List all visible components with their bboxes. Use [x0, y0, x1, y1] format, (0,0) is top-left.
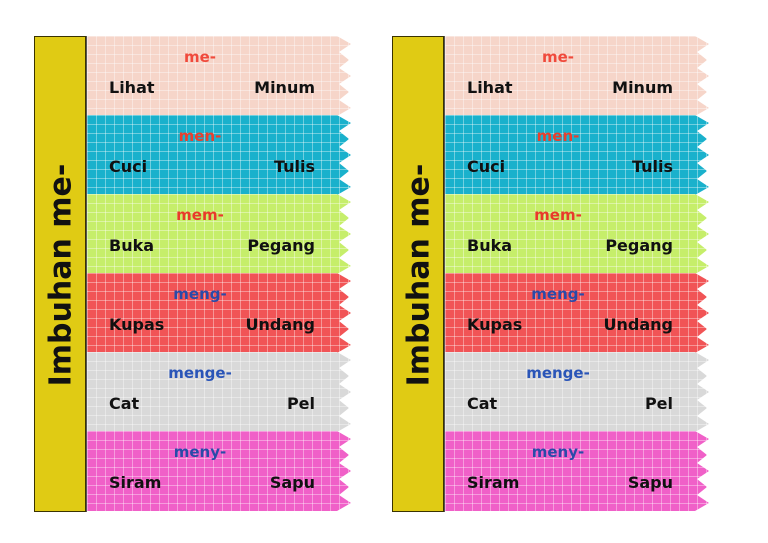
strip-me: me- Lihat Minum	[87, 36, 351, 116]
strip-background	[445, 273, 709, 353]
prefix-label: mem-	[534, 206, 582, 224]
strip-background	[445, 194, 709, 274]
example-word: Lihat	[467, 78, 513, 97]
example-word: Buka	[109, 236, 155, 255]
prefix-label: mem-	[176, 206, 224, 224]
example-word: Pegang	[247, 236, 315, 255]
prefix-label: me-	[183, 48, 217, 66]
card-spine: Imbuhan me-	[392, 36, 444, 512]
example-word: Tulis	[273, 157, 315, 176]
example-word: Lihat	[109, 78, 155, 97]
example-word: Undang	[603, 315, 673, 334]
strip-menge: menge- Cat Pel	[445, 352, 709, 432]
card-title: Imbuhan me-	[401, 163, 437, 387]
example-word: Kupas	[467, 315, 523, 334]
prefix-label: menge-	[526, 364, 590, 382]
affix-card-right: Imbuhan me- me- Lihat Minum men- Cuci Tu…	[392, 36, 709, 512]
example-word: Cat	[467, 394, 498, 413]
example-word: Tulis	[631, 157, 673, 176]
strip-meny: meny- Siram Sapu	[87, 431, 351, 511]
strip-mem: mem- Buka Pegang	[445, 194, 709, 274]
example-word: Sapu	[627, 473, 673, 492]
card-title: Imbuhan me-	[43, 163, 79, 387]
strip-background	[87, 194, 351, 274]
example-word: Siram	[109, 473, 162, 492]
example-word: Minum	[254, 78, 315, 97]
example-word: Cuci	[467, 157, 506, 176]
example-word: Pel	[644, 394, 673, 413]
strip-background	[87, 273, 351, 353]
prefix-label: meny-	[173, 443, 227, 461]
strip-me: me- Lihat Minum	[445, 36, 709, 116]
prefix-label: men-	[178, 127, 222, 145]
strip-background	[445, 115, 709, 195]
prefix-label: me-	[541, 48, 575, 66]
prefix-label: meng-	[173, 285, 227, 303]
example-word: Siram	[467, 473, 520, 492]
strip-meng: meng- Kupas Undang	[87, 273, 351, 353]
prefix-strips: me- Lihat Minum men- Cuci Tulis mem- Buk…	[444, 36, 709, 512]
strip-meng: meng- Kupas Undang	[445, 273, 709, 353]
strip-mem: mem- Buka Pegang	[87, 194, 351, 274]
example-word: Undang	[245, 315, 315, 334]
affix-card-left: Imbuhan me- me- Lihat Minum men- Cuci Tu…	[34, 36, 351, 512]
strip-background	[87, 115, 351, 195]
example-word: Cat	[109, 394, 140, 413]
strip-meny: meny- Siram Sapu	[445, 431, 709, 511]
prefix-label: men-	[536, 127, 580, 145]
example-word: Sapu	[269, 473, 315, 492]
strip-menge: menge- Cat Pel	[87, 352, 351, 432]
prefix-label: meng-	[531, 285, 585, 303]
prefix-label: meny-	[531, 443, 585, 461]
example-word: Kupas	[109, 315, 165, 334]
card-spine: Imbuhan me-	[34, 36, 86, 512]
strip-men: men- Cuci Tulis	[445, 115, 709, 195]
example-word: Minum	[612, 78, 673, 97]
strip-background	[87, 36, 351, 116]
strip-background	[87, 352, 351, 432]
example-word: Cuci	[109, 157, 148, 176]
example-word: Pel	[286, 394, 315, 413]
strip-background	[87, 431, 351, 511]
prefix-strips: me- Lihat Minum men- Cuci Tulis mem- Buk…	[86, 36, 351, 512]
prefix-label: menge-	[168, 364, 232, 382]
strip-background	[445, 431, 709, 511]
example-word: Pegang	[605, 236, 673, 255]
strip-background	[445, 36, 709, 116]
strip-background	[445, 352, 709, 432]
strip-men: men- Cuci Tulis	[87, 115, 351, 195]
example-word: Buka	[467, 236, 513, 255]
